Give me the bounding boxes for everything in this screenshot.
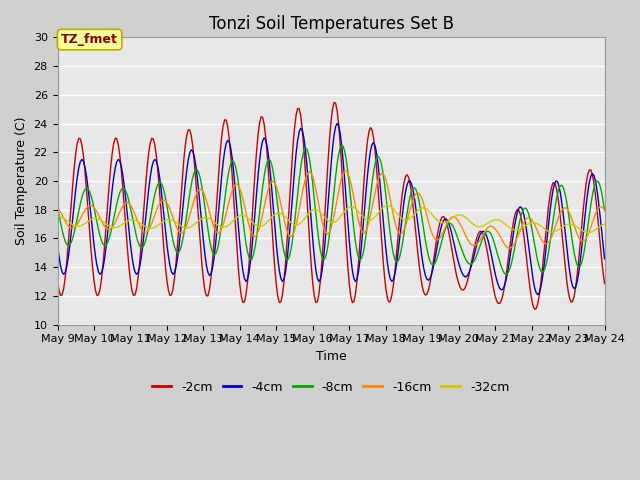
Line: -32cm: -32cm bbox=[58, 205, 605, 233]
X-axis label: Time: Time bbox=[316, 350, 346, 363]
-2cm bbox=[531, 306, 538, 312]
-4cm bbox=[69, 215, 77, 221]
-16cm bbox=[156, 201, 163, 207]
-8cm bbox=[502, 271, 509, 277]
-32cm bbox=[69, 222, 77, 228]
Line: -4cm: -4cm bbox=[58, 123, 605, 295]
-32cm bbox=[536, 222, 543, 228]
Y-axis label: Soil Temperature (C): Soil Temperature (C) bbox=[15, 117, 28, 245]
-4cm bbox=[601, 256, 609, 262]
Legend: -2cm, -4cm, -8cm, -16cm, -32cm: -2cm, -4cm, -8cm, -16cm, -32cm bbox=[147, 376, 515, 399]
Line: -8cm: -8cm bbox=[58, 145, 605, 274]
-4cm bbox=[54, 241, 61, 247]
Line: -16cm: -16cm bbox=[58, 171, 605, 248]
-2cm bbox=[537, 281, 545, 287]
-4cm bbox=[333, 120, 341, 126]
-16cm bbox=[385, 190, 392, 195]
-32cm bbox=[54, 214, 61, 220]
-16cm bbox=[54, 204, 61, 210]
-16cm bbox=[342, 168, 350, 174]
-8cm bbox=[54, 205, 61, 211]
-2cm bbox=[54, 278, 61, 284]
-32cm bbox=[156, 221, 163, 227]
-16cm bbox=[397, 231, 404, 237]
-4cm bbox=[156, 172, 163, 178]
-32cm bbox=[601, 221, 609, 227]
-32cm bbox=[383, 203, 391, 208]
-4cm bbox=[534, 292, 541, 298]
-8cm bbox=[69, 235, 77, 241]
-16cm bbox=[69, 226, 77, 231]
-8cm bbox=[338, 142, 346, 148]
-16cm bbox=[601, 207, 609, 213]
-8cm bbox=[385, 219, 392, 225]
-2cm bbox=[69, 182, 77, 188]
Title: Tonzi Soil Temperatures Set B: Tonzi Soil Temperatures Set B bbox=[209, 15, 454, 33]
-2cm bbox=[156, 186, 163, 192]
-8cm bbox=[367, 193, 374, 199]
-4cm bbox=[537, 285, 545, 290]
-4cm bbox=[397, 224, 404, 230]
-32cm bbox=[397, 215, 404, 221]
-16cm bbox=[367, 212, 374, 217]
-32cm bbox=[584, 230, 592, 236]
-32cm bbox=[385, 203, 392, 209]
-8cm bbox=[397, 249, 404, 254]
-4cm bbox=[385, 269, 392, 275]
-2cm bbox=[397, 203, 404, 209]
-2cm bbox=[601, 281, 609, 287]
Line: -2cm: -2cm bbox=[58, 103, 605, 309]
-8cm bbox=[156, 180, 163, 185]
-2cm bbox=[385, 299, 392, 305]
-4cm bbox=[367, 147, 374, 153]
-2cm bbox=[330, 100, 338, 106]
-32cm bbox=[365, 217, 373, 223]
-8cm bbox=[537, 268, 545, 274]
-8cm bbox=[601, 208, 609, 214]
-16cm bbox=[537, 235, 545, 241]
Text: TZ_fmet: TZ_fmet bbox=[61, 33, 118, 46]
-16cm bbox=[505, 245, 513, 251]
-2cm bbox=[367, 125, 374, 131]
